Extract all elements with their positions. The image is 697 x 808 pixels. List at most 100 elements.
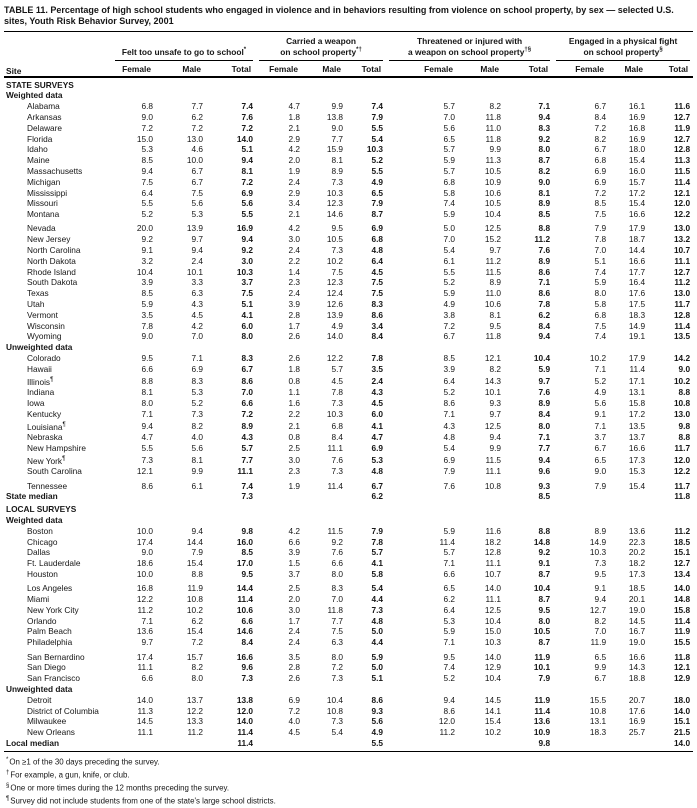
value-cell: 7.5 [141,176,153,187]
value-cell: 6.1 [443,255,456,266]
value-cell: 6.9 [371,442,384,453]
value-cell: 11.4 [237,727,254,738]
value-cell: 11.4 [206,737,257,752]
value-cell: 8.4 [371,331,384,342]
value-cell: 2.9 [288,187,301,198]
value-cell: 9.4 [489,432,502,443]
value-cell: 8.8 [141,376,153,387]
value-cell: 7.9 [594,480,607,491]
value-cell [504,90,553,101]
site-label: North Carolina [27,245,81,256]
value-cell [386,90,458,101]
value-cell: 13.6 [533,716,551,727]
value-cell: 5.6 [191,442,203,453]
value-cell [609,502,648,515]
value-cell [458,502,504,515]
site-cell: South Carolina [4,466,112,477]
value-cell: 4.1 [241,309,254,320]
value-cell: 7.2 [331,662,344,673]
value-cell: 11.1 [485,558,502,569]
value-cell: 7.0 [443,234,456,245]
value-cell: 5.8 [371,568,384,579]
value-cell: 7.1 [191,353,203,363]
value-cell: 7.5 [371,288,384,299]
table-row: Palm Beach 13.6 15.4 14.6 2.4 7.5 5.0 5.9 15.0 10… [4,626,693,637]
site-label: Florida [27,133,53,144]
value-cell: 10.8 [186,594,203,605]
site-label: LOCAL SURVEYS [6,504,77,515]
value-cell: 6.4 [371,255,384,266]
value-cell [609,90,648,101]
value-cell: 16.8 [136,583,153,594]
value-cell: 5.7 [241,442,254,453]
value-cell: 2.4 [191,255,203,266]
footnote-marker: † [6,769,10,776]
value-cell: 4.0 [288,716,301,727]
value-cell [504,684,553,695]
value-cell: 8.4 [538,320,551,331]
value-cell: 7.3 [141,455,153,466]
value-cell: 5.1 [594,255,607,266]
site-cell: Alabama [4,101,112,112]
value-cell: 11.8 [485,133,502,144]
value-cell: 14.2 [673,353,691,363]
value-cell [458,77,504,91]
table-row: Maine 8.5 10.0 9.4 2.0 8.1 5.2 5.9 11.3 8.7 6.8 15.… [4,155,693,166]
value-cell [648,502,693,515]
site-cell: Ft. Lauderdale [4,558,112,569]
site-label: South Dakota [27,277,78,288]
value-cell: 6.9 [443,455,456,466]
site-label: Arkansas [27,111,62,122]
site-label: Illinois [27,376,51,387]
site-label: Louisiana [27,421,63,432]
value-cell: 6.3 [331,637,344,648]
column-header-male: Male [303,60,347,78]
value-cell: 16.6 [628,442,646,453]
table-row: Missouri 5.5 5.6 5.6 3.4 12.3 7.9 7.4 10.5 8.9 8.5… [4,198,693,209]
value-cell: 20.7 [628,694,646,705]
value-cell: 9.4 [191,525,203,536]
value-cell: 6.2 [538,309,551,320]
value-cell: 9.3 [371,705,384,716]
footnote: ¶Survey did not include students from on… [6,794,693,807]
value-cell: 7.6 [538,245,551,256]
value-cell: 10.3 [366,144,384,155]
value-cell: 1.4 [288,266,301,277]
value-cell: 10.0 [136,568,153,579]
value-cell: 6.6 [288,536,301,547]
value-cell: 6.7 [594,144,607,155]
value-cell: 3.0 [288,234,301,245]
value-cell: 18.5 [628,583,646,594]
value-cell: 5.6 [371,716,384,727]
value-cell [458,684,504,695]
site-column-header: Site [4,31,112,78]
value-cell [553,77,609,91]
group-label-line: Engaged in a physical fight [568,35,678,46]
value-cell: 9.4 [443,694,456,705]
site-cell: Unweighted data [4,342,112,353]
site-label: Kentucky [27,408,62,419]
value-cell: 10.3 [326,408,344,419]
value-cell: 7.5 [191,187,203,198]
table-row: Indiana 8.1 5.3 7.0 1.1 7.8 4.3 5.2 10.1 7.6 4.9 13… [4,387,693,398]
site-cell: Mississippi [4,188,112,199]
value-cell [553,502,609,515]
value-cell: 7.8 [331,387,344,398]
value-cell: 5.5 [371,122,384,133]
value-cell: 9.4 [241,234,254,245]
value-cell: 12.1 [673,662,691,673]
value-cell: 13.9 [186,223,203,234]
value-cell [112,737,156,752]
value-cell: 10.4 [136,266,153,277]
value-cell: 8.5 [594,198,607,209]
table-row: Ft. Lauderdale 18.6 15.4 17.0 1.5 6.6 4.1 7.1 11… [4,558,693,569]
value-cell: 8.0 [538,144,551,155]
value-cell: 14.6 [326,209,344,220]
value-cell: 18.6 [136,558,153,569]
value-cell: 7.1 [141,615,153,626]
value-cell: 16.0 [236,536,254,547]
site-label: Massachusetts [27,165,83,176]
table-row: New York City 11.2 10.2 10.6 3.0 11.8 7.3 6.4 12… [4,605,693,616]
site-cell: LOCAL SURVEYS [4,502,112,515]
site-cell: Weighted data [4,515,112,526]
